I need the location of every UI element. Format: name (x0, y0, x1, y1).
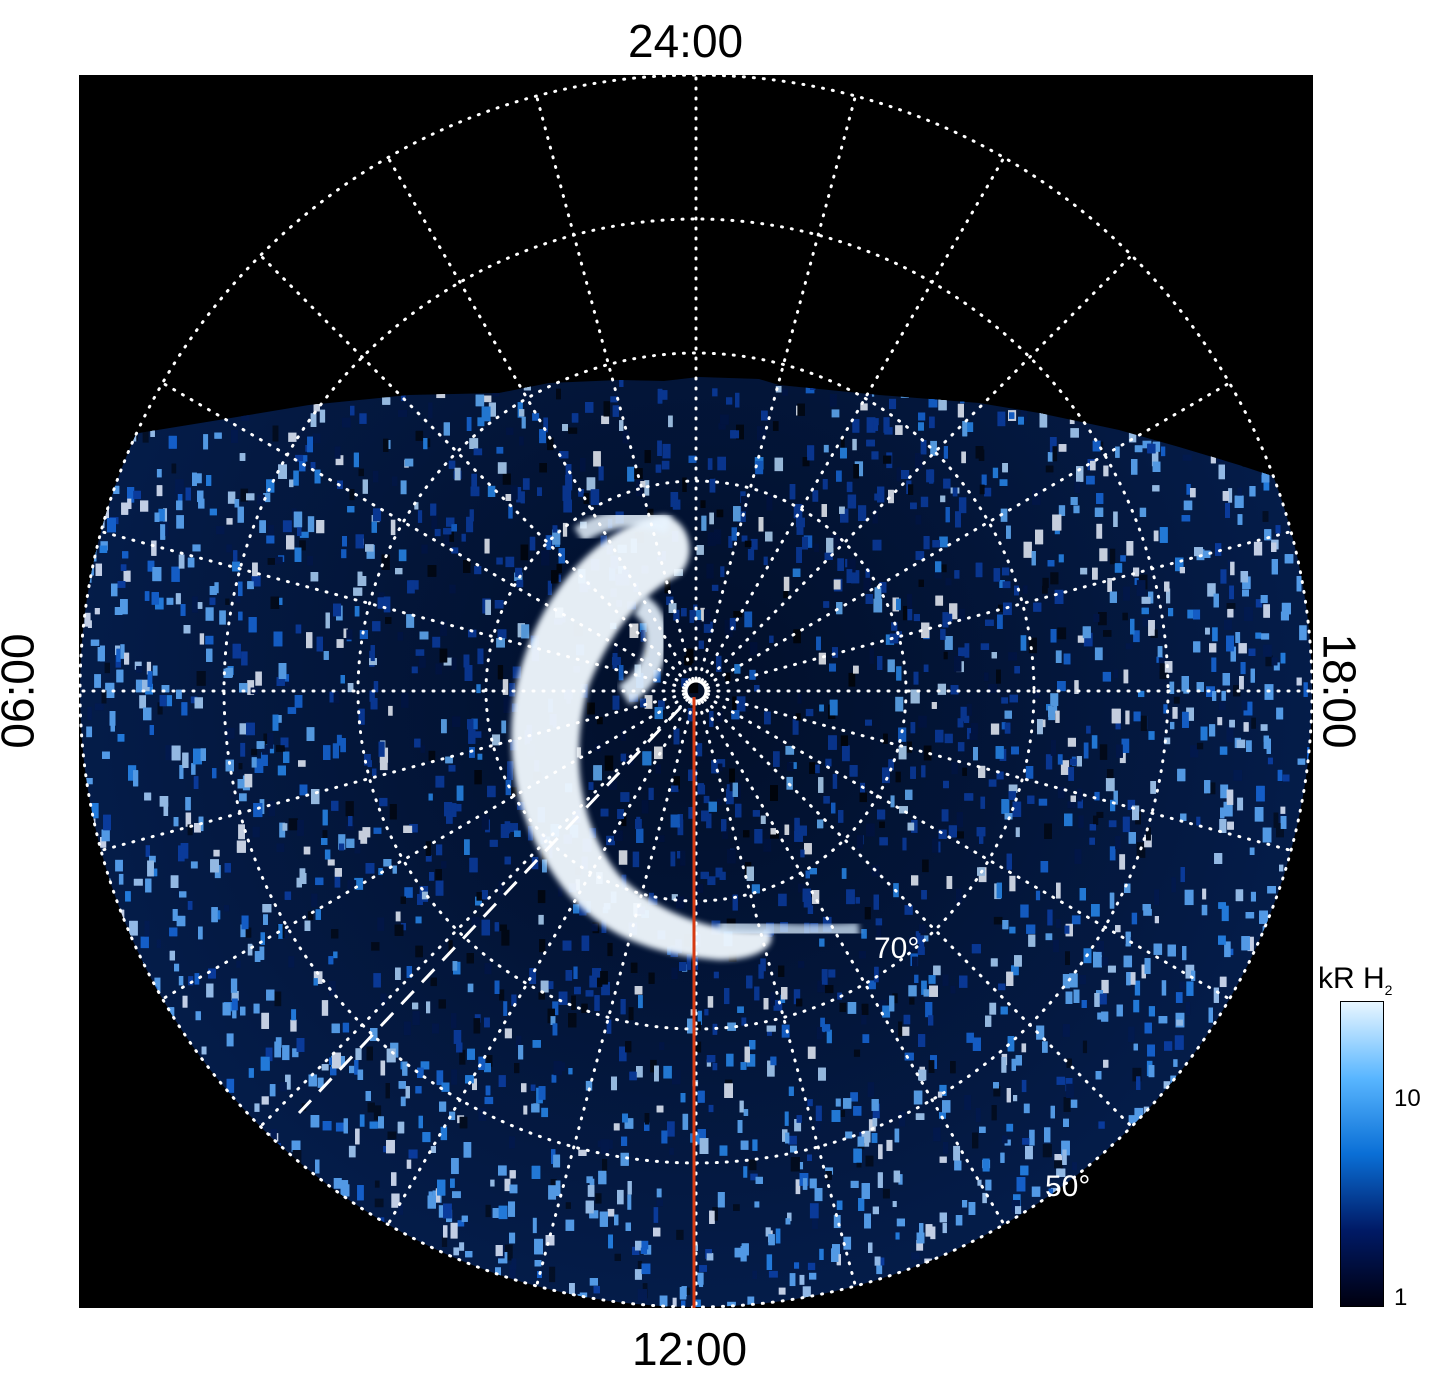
grid-meridian (99, 692, 686, 852)
auroral-oval (511, 515, 772, 960)
auroral-tail (718, 917, 860, 941)
grid-meridian (535, 701, 695, 1288)
grid-meridian (700, 699, 1006, 1226)
grid-meridian (386, 156, 692, 683)
grid-meridian (161, 381, 688, 687)
grid-meridian (702, 253, 1134, 685)
grid-meridian (706, 692, 1293, 852)
grid-meridians (78, 73, 1314, 1309)
grid-meridian (704, 695, 1231, 1001)
auroral-arc-top (574, 509, 672, 543)
latitude-label-50: 50° (1045, 1170, 1090, 1203)
grid-meridian (697, 94, 857, 681)
grid-meridian (706, 530, 1293, 690)
grid-meridian (700, 156, 1006, 683)
local-time-label-midnight: 24:00 (628, 15, 744, 67)
auroral-arc-inner (617, 595, 668, 705)
grid-circle-outer (78, 73, 1314, 1309)
grid-circle-80 (484, 479, 908, 903)
polar-projection-image: 70° 50° (78, 73, 1314, 1309)
grid-meridian (535, 94, 695, 681)
colorbar-tick-1: 1 (1394, 1284, 1408, 1311)
grid-meridian (704, 381, 1231, 687)
grid-meridian (697, 701, 857, 1288)
local-time-label-dawn: 06:00 (0, 633, 44, 749)
grid-meridian (386, 699, 692, 1226)
grid-meridian (702, 697, 1134, 1129)
coordinate-grid (78, 73, 1314, 1309)
grid-meridian (258, 697, 690, 1129)
colorbar (1340, 1001, 1384, 1307)
colorbar-tick-10: 10 (1394, 1085, 1421, 1112)
polar-projection-svg: 70° 50° (78, 73, 1314, 1309)
grid-meridian (161, 695, 688, 1001)
local-time-label-noon: 12:00 (632, 1323, 748, 1375)
grid-circle-70 (356, 351, 1036, 1031)
dashed-reference-line (297, 705, 683, 1115)
latitude-label-70: 70° (874, 932, 919, 965)
colorbar-title: kR H2 (1318, 962, 1393, 998)
pole-marker (684, 679, 708, 703)
grid-meridian (99, 530, 686, 690)
grid-meridian (258, 253, 690, 685)
local-time-label-dusk: 18:00 (1313, 633, 1366, 749)
